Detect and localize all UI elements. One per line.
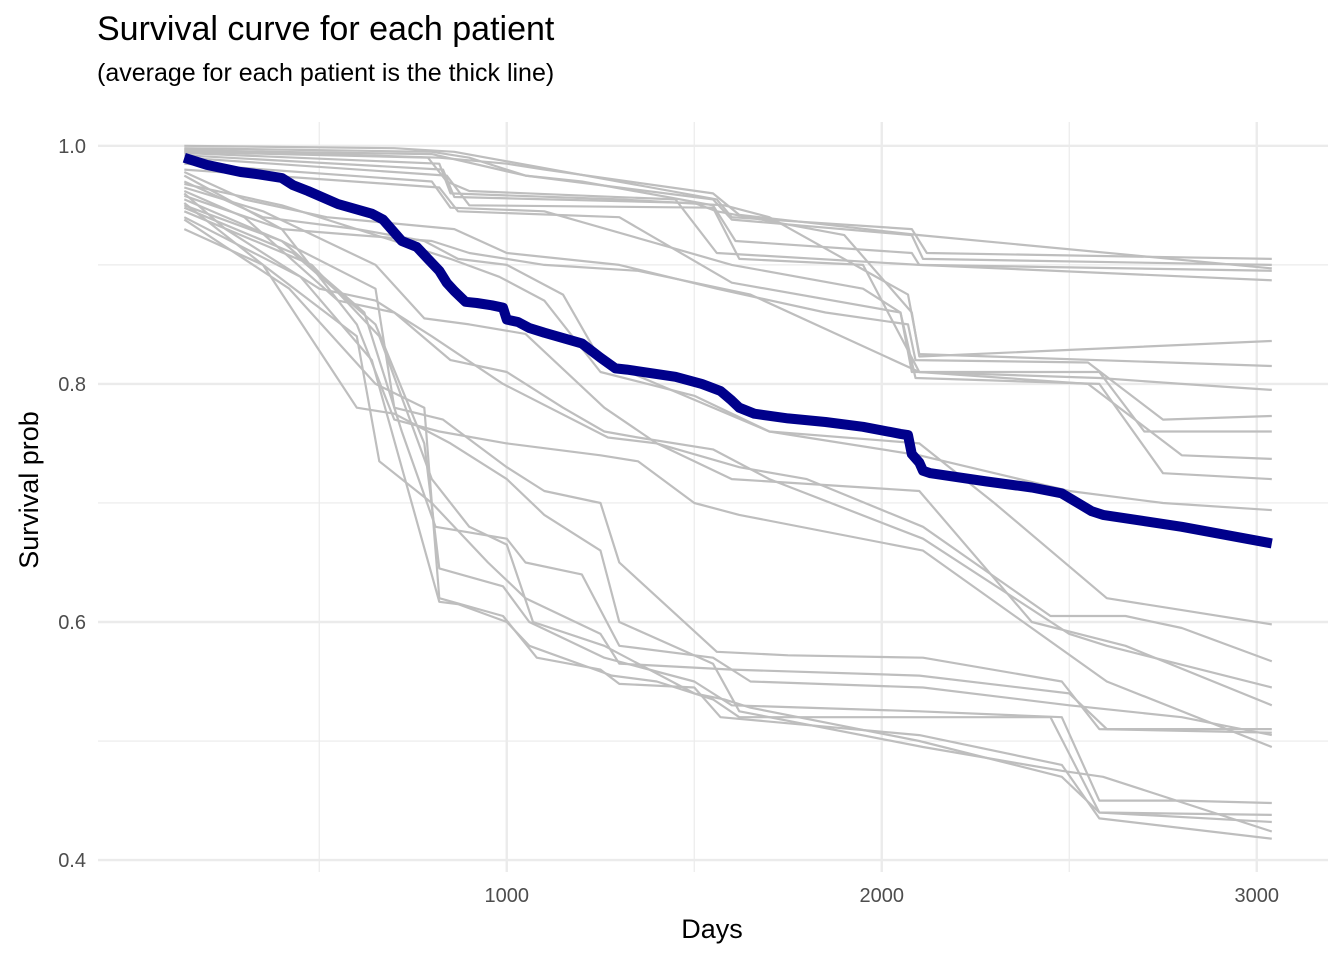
y-axis-ticks: 0.4 0.6 0.8 1.0 xyxy=(58,136,86,872)
patient-survival-line xyxy=(183,170,1272,421)
patient-survival-line xyxy=(183,202,1272,731)
average-survival-line xyxy=(182,152,1273,549)
patient-survival-line xyxy=(183,216,1272,824)
patient-survival-line xyxy=(184,150,1272,282)
y-tick-label: 0.4 xyxy=(58,850,86,872)
patient-survival-line xyxy=(183,174,1272,460)
patient-survival-line xyxy=(184,144,1272,260)
patient-survival-line xyxy=(184,154,1272,358)
patient-survival-line xyxy=(183,194,1273,749)
patient-survival-line xyxy=(183,189,1273,689)
patient-survival-line xyxy=(183,198,1272,734)
patient-survival-line xyxy=(183,228,1273,833)
patient-survival-line xyxy=(184,156,1272,391)
y-tick-label: 1.0 xyxy=(58,136,86,158)
average-series-group xyxy=(182,152,1273,549)
y-axis-title: Survival prob xyxy=(14,411,44,569)
major-gridlines xyxy=(98,122,1328,872)
patient-survival-line xyxy=(183,204,1273,737)
patient-survival-line xyxy=(183,186,1273,663)
patient-survival-line xyxy=(183,192,1273,707)
patient-survival-line xyxy=(184,168,1272,481)
patient-survival-line xyxy=(183,210,1272,816)
y-tick-label: 0.6 xyxy=(58,612,86,634)
chart-subtitle: (average for each patient is the thick l… xyxy=(97,59,555,87)
x-axis-ticks: 1000 2000 3000 xyxy=(485,885,1280,907)
chart-title: Survival curve for each patient xyxy=(97,10,555,48)
patient-survival-line xyxy=(184,147,1272,266)
x-axis-title: Days xyxy=(681,914,743,944)
x-tick-label: 1000 xyxy=(485,885,530,907)
x-tick-label: 3000 xyxy=(1235,885,1280,907)
patient-survival-line xyxy=(184,151,1272,368)
patient-survival-line xyxy=(184,182,1272,626)
patient-series-group xyxy=(183,144,1273,840)
patient-survival-line xyxy=(183,206,1272,805)
patient-survival-line xyxy=(184,162,1272,433)
y-tick-label: 0.8 xyxy=(58,374,86,396)
patient-survival-line xyxy=(183,218,1272,840)
x-tick-label: 2000 xyxy=(860,885,905,907)
